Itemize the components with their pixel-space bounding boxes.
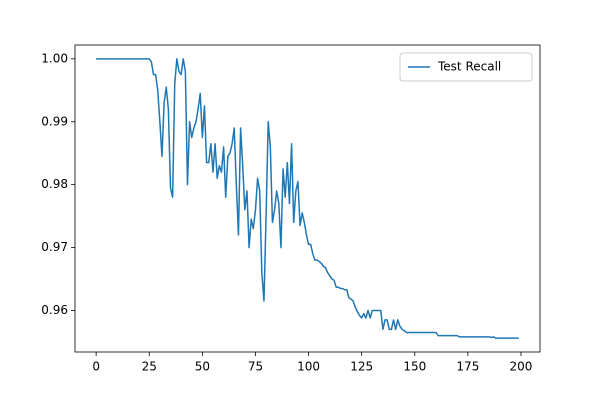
- x-tick-label: 0: [92, 360, 100, 374]
- x-tick-label: 175: [456, 360, 479, 374]
- x-tick-label: 50: [195, 360, 210, 374]
- x-tick-label: 100: [297, 360, 320, 374]
- data-line: [96, 58, 519, 339]
- y-tick-label: 0.99: [41, 114, 68, 128]
- x-tick-label: 200: [510, 360, 533, 374]
- plot-frame: [74, 44, 541, 353]
- x-tick-label: 25: [142, 360, 157, 374]
- y-tick-label: 0.97: [41, 240, 68, 254]
- y-tick-label: 0.96: [41, 303, 68, 317]
- legend-box: [399, 52, 533, 82]
- x-tick-label: 75: [248, 360, 263, 374]
- x-tick-label: 150: [403, 360, 426, 374]
- x-tick-label: 125: [350, 360, 373, 374]
- y-tick-label: 1.00: [41, 51, 68, 65]
- legend-label: Test Recall: [437, 60, 501, 74]
- y-tick-label: 0.98: [41, 177, 68, 191]
